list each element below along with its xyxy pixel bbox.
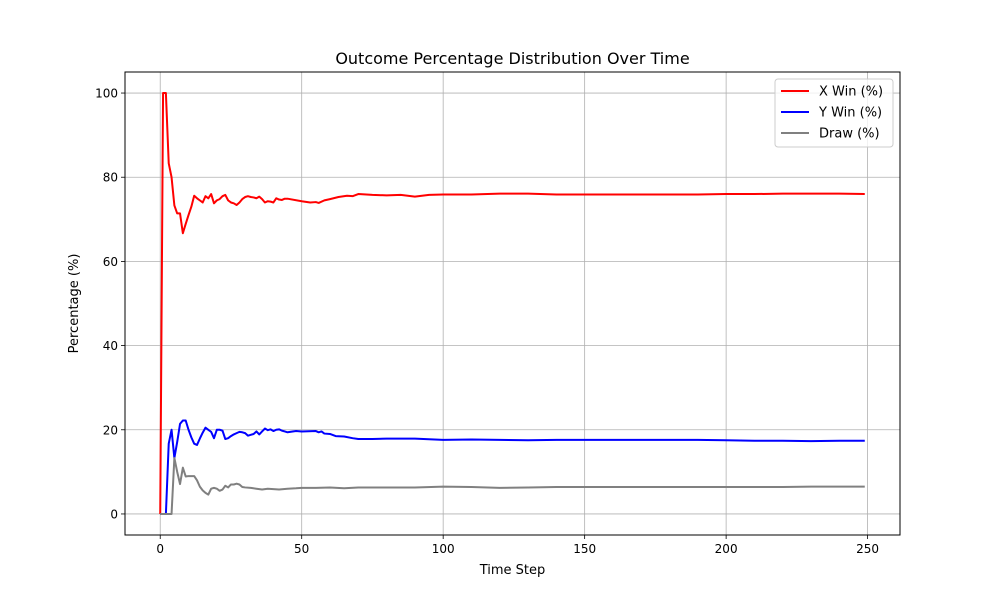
legend: X Win (%) Y Win (%) Draw (%) (774, 78, 894, 148)
legend-label-y-win: Y Win (%) (818, 106, 882, 121)
x-tick-label: 250 (856, 542, 879, 556)
axis-ticks: 0 50 100 150 200 250 0 20 40 60 80 100 (95, 87, 879, 556)
x-tick-label: 100 (432, 542, 455, 556)
y-tick-label: 20 (103, 423, 118, 437)
y-tick-label: 100 (95, 87, 118, 101)
y-tick-label: 80 (103, 171, 118, 185)
series-lines (159, 92, 865, 515)
legend-box (774, 78, 894, 148)
x-axis-label: Time Step (479, 563, 546, 578)
x-tick-label: 150 (573, 542, 596, 556)
series-line-x-win (159, 92, 865, 514)
x-tick-label: 200 (715, 542, 738, 556)
y-axis-label: Percentage (%) (67, 254, 82, 354)
series-line-y-win (160, 419, 865, 515)
chart-title: Outcome Percentage Distribution Over Tim… (335, 49, 689, 68)
x-tick-label: 0 (156, 542, 164, 556)
plot-frame (124, 71, 901, 536)
gridlines (125, 72, 900, 535)
y-tick-label: 60 (103, 255, 118, 269)
y-tick-label: 0 (110, 507, 118, 521)
y-tick-label: 40 (103, 339, 118, 353)
legend-label-x-win: X Win (%) (819, 85, 883, 100)
legend-label-draw: Draw (%) (819, 127, 880, 142)
series-line-draw (160, 456, 865, 515)
x-tick-label: 50 (294, 542, 309, 556)
